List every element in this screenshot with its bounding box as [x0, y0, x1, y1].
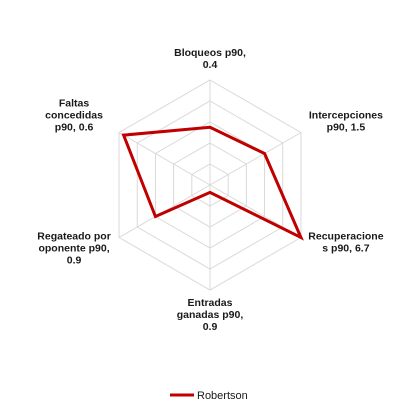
axis-label-line: p90, 0.6: [55, 122, 94, 134]
axis-label-faltas: Faltas concedidas p90, 0.6: [45, 98, 103, 134]
series-line: [121, 125, 304, 241]
legend: Robertson: [170, 390, 248, 402]
axis-label-line: Bloqueos p90,: [174, 47, 246, 59]
axis-labels: Bloqueos p90, 0.4 Intercepciones p90, 1.5 Re…: [37, 47, 383, 333]
axis-label-line: 0.9: [203, 321, 218, 333]
axis-label-bloqueos: Bloqueos p90, 0.4: [174, 47, 246, 71]
axis-label-line: s p90, 6.7: [322, 243, 369, 255]
axis-label-line: 0.4: [203, 59, 218, 71]
radar-series: [121, 125, 304, 241]
legend-label: Robertson: [197, 390, 248, 402]
axis-label-line: Regateado por: [37, 231, 111, 243]
axis-label-intercepciones: Intercepciones p90, 1.5: [309, 110, 383, 134]
axis-label-line: Faltas: [59, 98, 90, 110]
axis-spoke: [118, 132, 211, 186]
axis-label-line: 0.9: [67, 255, 82, 267]
axis-label-line: Recuperacione: [308, 231, 383, 243]
axis-label-line: ganadas p90,: [177, 309, 244, 321]
axis-label-line: p90, 1.5: [327, 122, 366, 134]
axis-label-line: oponente p90,: [38, 243, 109, 255]
axis-label-recuperaciones: Recuperacione s p90, 6.7: [308, 231, 383, 255]
axis-spoke: [209, 132, 302, 186]
radar-spokes: [118, 80, 302, 290]
axis-label-line: Intercepciones: [309, 110, 383, 122]
axis-label-regateado: Regateado por oponente p90, 0.9: [37, 231, 111, 267]
axis-label-line: Entradas: [188, 297, 233, 309]
axis-label-entradas: Entradas ganadas p90, 0.9: [177, 297, 244, 333]
axis-label-line: concedidas: [45, 110, 103, 122]
